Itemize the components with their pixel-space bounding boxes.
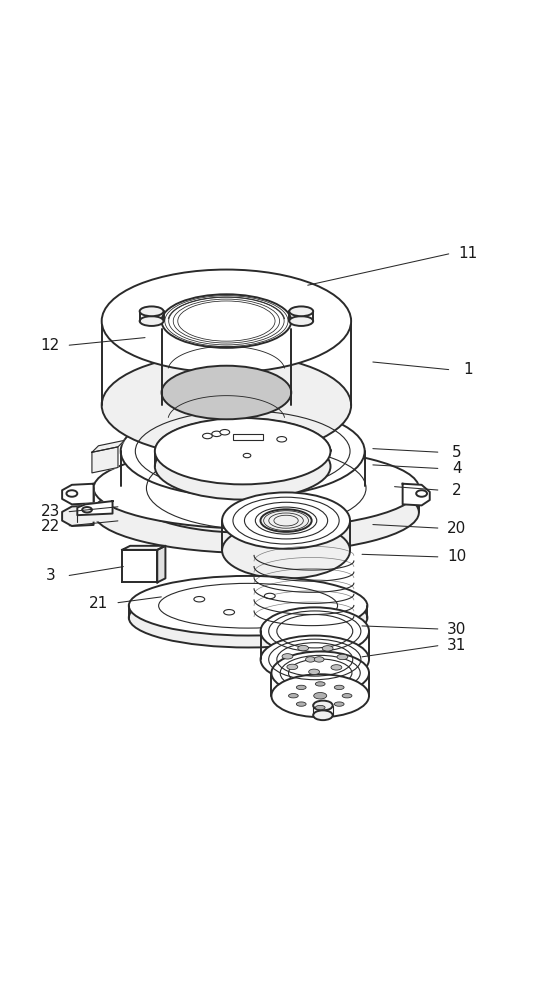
- Ellipse shape: [120, 405, 365, 497]
- Ellipse shape: [313, 701, 332, 710]
- Polygon shape: [62, 484, 94, 504]
- Text: 4: 4: [452, 461, 462, 476]
- Polygon shape: [77, 501, 113, 515]
- Ellipse shape: [271, 651, 369, 694]
- Ellipse shape: [288, 694, 298, 698]
- Ellipse shape: [337, 654, 348, 660]
- Ellipse shape: [220, 430, 229, 435]
- Polygon shape: [92, 447, 118, 473]
- Polygon shape: [92, 440, 124, 452]
- Ellipse shape: [82, 507, 92, 512]
- Text: 12: 12: [40, 338, 60, 353]
- Polygon shape: [403, 484, 430, 505]
- Polygon shape: [122, 546, 166, 550]
- Ellipse shape: [94, 472, 419, 553]
- Ellipse shape: [334, 702, 344, 706]
- Text: 23: 23: [40, 504, 60, 519]
- Text: 21: 21: [89, 596, 108, 611]
- Ellipse shape: [296, 702, 306, 706]
- Ellipse shape: [289, 316, 313, 326]
- Text: 30: 30: [447, 622, 467, 637]
- Ellipse shape: [222, 492, 350, 549]
- Ellipse shape: [296, 685, 306, 690]
- Ellipse shape: [94, 447, 419, 529]
- Ellipse shape: [66, 490, 77, 497]
- Ellipse shape: [306, 657, 316, 662]
- Ellipse shape: [334, 685, 344, 690]
- Text: 20: 20: [447, 521, 467, 536]
- Text: 5: 5: [452, 445, 462, 460]
- Ellipse shape: [203, 433, 213, 439]
- FancyBboxPatch shape: [233, 434, 263, 440]
- Ellipse shape: [140, 306, 164, 316]
- Ellipse shape: [129, 588, 367, 647]
- Polygon shape: [62, 505, 94, 526]
- Ellipse shape: [155, 418, 330, 484]
- Ellipse shape: [314, 692, 326, 699]
- Ellipse shape: [316, 705, 325, 710]
- Ellipse shape: [212, 431, 221, 437]
- Polygon shape: [122, 550, 158, 582]
- Ellipse shape: [416, 490, 427, 497]
- Ellipse shape: [298, 645, 308, 651]
- Text: 10: 10: [447, 549, 467, 564]
- Ellipse shape: [194, 597, 205, 602]
- Ellipse shape: [102, 354, 351, 457]
- Ellipse shape: [314, 657, 324, 662]
- Ellipse shape: [277, 437, 287, 442]
- Ellipse shape: [223, 610, 234, 615]
- Ellipse shape: [261, 636, 369, 683]
- Ellipse shape: [342, 694, 352, 698]
- Text: 22: 22: [40, 519, 60, 534]
- Ellipse shape: [264, 593, 275, 599]
- Ellipse shape: [313, 710, 332, 720]
- Ellipse shape: [140, 316, 164, 326]
- Ellipse shape: [261, 509, 312, 532]
- Ellipse shape: [261, 607, 369, 655]
- Ellipse shape: [222, 522, 350, 579]
- Ellipse shape: [271, 674, 369, 717]
- Text: 2: 2: [452, 483, 462, 498]
- Ellipse shape: [289, 306, 313, 316]
- Ellipse shape: [161, 366, 291, 419]
- Ellipse shape: [287, 664, 298, 670]
- Ellipse shape: [316, 682, 325, 686]
- Polygon shape: [158, 546, 166, 582]
- Ellipse shape: [161, 294, 291, 348]
- Ellipse shape: [102, 270, 351, 373]
- Polygon shape: [77, 508, 113, 522]
- Ellipse shape: [129, 576, 367, 636]
- Ellipse shape: [282, 654, 293, 659]
- Ellipse shape: [308, 669, 319, 675]
- Ellipse shape: [243, 453, 251, 458]
- Ellipse shape: [120, 440, 365, 533]
- Text: 3: 3: [45, 568, 55, 583]
- Text: 1: 1: [463, 362, 473, 377]
- Ellipse shape: [331, 665, 342, 670]
- Ellipse shape: [322, 646, 333, 651]
- Text: 31: 31: [447, 638, 467, 653]
- Text: 11: 11: [458, 246, 477, 261]
- Ellipse shape: [155, 433, 330, 500]
